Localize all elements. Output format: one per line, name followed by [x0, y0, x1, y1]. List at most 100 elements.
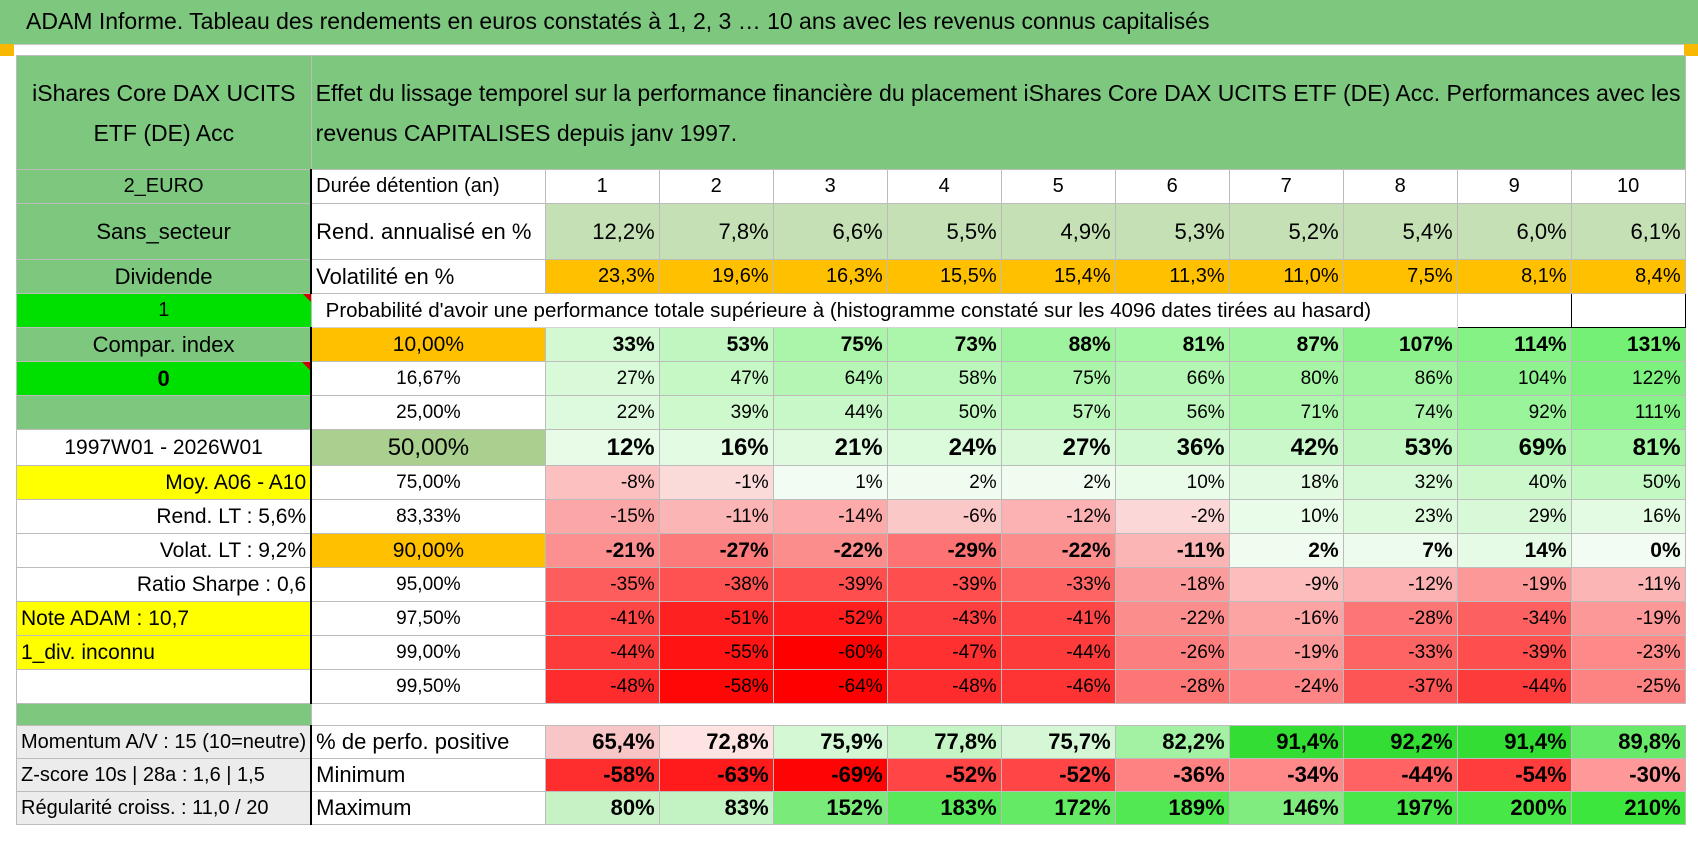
prob-threshold-label[interactable]: 90,00% [310, 533, 546, 568]
prob-threshold-label[interactable]: 16,67% [310, 361, 546, 396]
prob-value[interactable]: -22% [1000, 533, 1116, 568]
prob-value[interactable]: 18% [1228, 465, 1344, 500]
prob-value[interactable]: -64% [772, 669, 888, 704]
prob-value[interactable]: 87% [1228, 327, 1344, 362]
prob-value[interactable]: 0% [1570, 533, 1686, 568]
prob-value[interactable]: 81% [1114, 327, 1230, 362]
prob-value[interactable]: -24% [1228, 669, 1344, 704]
vol-value[interactable]: 16,3% [772, 259, 888, 294]
summary-value[interactable]: -58% [544, 758, 660, 792]
prob-value[interactable]: 104% [1456, 361, 1572, 396]
prob-value[interactable]: 33% [544, 327, 660, 362]
prob-value[interactable]: -12% [1000, 499, 1116, 534]
vol-value[interactable]: 15,5% [886, 259, 1002, 294]
prob-value[interactable]: -39% [886, 567, 1002, 602]
summary-value[interactable]: 72,8% [658, 725, 774, 759]
summary-value[interactable]: 172% [1000, 791, 1116, 825]
prob-threshold-label[interactable]: 50,00% [310, 429, 546, 466]
flag-0-cell[interactable]: 0 [16, 361, 312, 396]
rend-label[interactable]: Rend. annualisé en % [310, 203, 546, 260]
prob-value[interactable]: -46% [1000, 669, 1116, 704]
prob-value[interactable]: -52% [772, 601, 888, 636]
summary-value[interactable]: -69% [772, 758, 888, 792]
prob-value[interactable]: -43% [886, 601, 1002, 636]
summary-value[interactable]: 77,8% [886, 725, 1002, 759]
prob-value[interactable]: 74% [1342, 395, 1458, 430]
prob-value[interactable]: -41% [544, 601, 660, 636]
prob-threshold-label[interactable]: 95,00% [310, 567, 546, 602]
rend-value[interactable]: 4,9% [1000, 203, 1116, 260]
year-header[interactable]: 9 [1456, 169, 1572, 204]
summary-value[interactable]: 65,4% [544, 725, 660, 759]
year-header[interactable]: 10 [1570, 169, 1686, 204]
prob-value[interactable]: 36% [1114, 429, 1230, 466]
summary-value[interactable]: -34% [1228, 758, 1344, 792]
vol-value[interactable]: 23,3% [544, 259, 660, 294]
prob-value[interactable]: -35% [544, 567, 660, 602]
year-header[interactable]: 2 [658, 169, 774, 204]
prob-value[interactable]: 107% [1342, 327, 1458, 362]
momentum-cell[interactable]: Momentum A/V : 15 (10=neutre) [16, 725, 312, 759]
prob-value[interactable]: 16% [1570, 499, 1686, 534]
prob-value[interactable]: 42% [1228, 429, 1344, 466]
prob-value[interactable]: 69% [1456, 429, 1572, 466]
prob-value[interactable]: -11% [1570, 567, 1686, 602]
prob-value[interactable]: 64% [772, 361, 888, 396]
currency-cell[interactable]: 2_EURO [16, 169, 312, 204]
summary-label[interactable]: Minimum [310, 758, 546, 792]
dividend-cell[interactable]: Dividende [16, 259, 312, 294]
summary-value[interactable]: -30% [1570, 758, 1686, 792]
prob-value[interactable]: 29% [1456, 499, 1572, 534]
prob-value[interactable]: 22% [544, 395, 660, 430]
prob-value[interactable]: 10% [1114, 465, 1230, 500]
prob-value[interactable]: -28% [1342, 601, 1458, 636]
summary-value[interactable]: 75,7% [1000, 725, 1116, 759]
prob-value[interactable]: -26% [1114, 635, 1230, 670]
prob-value[interactable]: -39% [772, 567, 888, 602]
prob-threshold-label[interactable]: 25,00% [310, 395, 546, 430]
years-label[interactable]: Durée détention (an) [310, 169, 546, 204]
prob-value[interactable]: 88% [1000, 327, 1116, 362]
year-header[interactable]: 7 [1228, 169, 1344, 204]
fund-name-cell[interactable]: iShares Core DAX UCITS ETF (DE) Acc [16, 55, 312, 170]
prob-value[interactable]: -19% [1228, 635, 1344, 670]
prob-value[interactable]: -51% [658, 601, 774, 636]
summary-value[interactable]: 197% [1342, 791, 1458, 825]
prob-value[interactable]: -34% [1456, 601, 1572, 636]
prob-value[interactable]: -1% [658, 465, 774, 500]
description-cell[interactable]: Effet du lissage temporel sur la perform… [310, 55, 1686, 170]
prob-value[interactable]: 53% [658, 327, 774, 362]
prob-value[interactable]: 50% [886, 395, 1002, 430]
prob-value[interactable]: 2% [1228, 533, 1344, 568]
prob-value[interactable]: 53% [1342, 429, 1458, 466]
prob-value[interactable]: 23% [1342, 499, 1458, 534]
prob-value[interactable]: 114% [1456, 327, 1572, 362]
prob-value[interactable]: -18% [1114, 567, 1230, 602]
prob-threshold-label[interactable]: 10,00% [310, 327, 546, 362]
year-header[interactable]: 5 [1000, 169, 1116, 204]
sector-cell[interactable]: Sans_secteur [16, 203, 312, 260]
prob-value[interactable]: 92% [1456, 395, 1572, 430]
prob-value[interactable]: -2% [1114, 499, 1230, 534]
summary-value[interactable]: 200% [1456, 791, 1572, 825]
prob-value[interactable]: 24% [886, 429, 1002, 466]
prob-value[interactable]: -28% [1114, 669, 1230, 704]
prob-value[interactable]: 40% [1456, 465, 1572, 500]
regularite-cell[interactable]: Régularité croiss. : 11,0 / 20 [16, 791, 312, 825]
div-cell[interactable]: 1_div. inconnu [16, 635, 312, 670]
prob-value[interactable]: 81% [1570, 429, 1686, 466]
rend-value[interactable]: 7,8% [658, 203, 774, 260]
prob-value[interactable]: -15% [544, 499, 660, 534]
empty-cell[interactable] [16, 669, 312, 704]
prob-threshold-label[interactable]: 99,00% [310, 635, 546, 670]
prob-value[interactable]: 12% [544, 429, 660, 466]
prob-value[interactable]: -16% [1228, 601, 1344, 636]
prob-value[interactable]: -55% [658, 635, 774, 670]
prob-value[interactable]: -60% [772, 635, 888, 670]
summary-value[interactable]: 83% [658, 791, 774, 825]
summary-value[interactable]: 80% [544, 791, 660, 825]
prob-value[interactable]: 75% [1000, 361, 1116, 396]
year-header[interactable]: 6 [1114, 169, 1230, 204]
prob-value[interactable]: -58% [658, 669, 774, 704]
prob-value[interactable]: 71% [1228, 395, 1344, 430]
